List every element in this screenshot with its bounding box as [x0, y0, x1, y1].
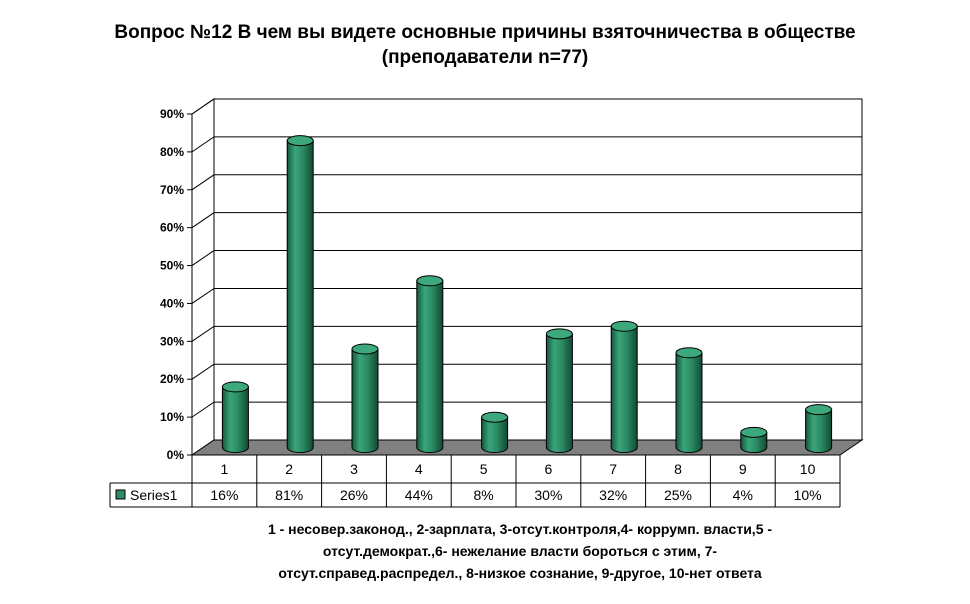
bar — [545, 328, 573, 453]
bar-body — [351, 348, 379, 453]
bar-top — [805, 404, 833, 416]
bar — [416, 275, 444, 453]
bar-body — [416, 280, 444, 453]
chart-title-line-1: Вопрос №12 В чем вы видете основные прич… — [114, 22, 856, 43]
x-tick-label: 10 — [800, 461, 816, 477]
bar — [221, 381, 249, 453]
y-tick-label: 60% — [160, 221, 184, 235]
footnote-line-1: 1 - несовер.законод., 2-зарплата, 3-отсу… — [267, 521, 773, 537]
y-tick-label: 30% — [160, 334, 184, 348]
bar-body — [545, 333, 573, 453]
gridline — [191, 212, 862, 229]
bar-top — [286, 135, 314, 147]
bar-body — [481, 416, 509, 453]
bar-body — [675, 352, 703, 453]
bar-body — [805, 409, 833, 453]
back-wall — [213, 98, 863, 441]
bar — [481, 411, 509, 453]
x-tick-label: 6 — [545, 461, 553, 477]
gridline — [191, 363, 862, 380]
bar — [740, 426, 768, 453]
bar-top — [351, 343, 379, 355]
x-tick-label: 1 — [221, 461, 229, 477]
gridline — [191, 325, 862, 342]
y-tick-label: 70% — [160, 183, 184, 197]
y-tick-label: 80% — [160, 145, 184, 159]
category-footnote: 1 - несовер.законод., 2-зарплата, 3-отсу… — [200, 518, 840, 584]
x-tick-label: 2 — [285, 461, 293, 477]
bar — [610, 320, 638, 453]
data-label: 81% — [275, 487, 303, 503]
bars — [221, 135, 833, 453]
legend-swatch — [115, 489, 126, 500]
gridline — [191, 136, 862, 153]
data-label: 44% — [405, 487, 433, 503]
data-label: 10% — [794, 487, 822, 503]
bar-body — [610, 325, 638, 453]
gridline — [191, 401, 862, 418]
x-tick-label: 9 — [739, 461, 747, 477]
plot-area: 0% 10% 20% 30% 40% 50% 60% 70% 80% 90% — [160, 98, 864, 462]
data-label: 4% — [733, 487, 753, 503]
bar-top — [675, 347, 703, 359]
data-label: 32% — [599, 487, 627, 503]
bar-top — [416, 275, 444, 287]
x-tick-label: 3 — [350, 461, 358, 477]
y-tick-label: 50% — [160, 259, 184, 273]
data-label: 25% — [664, 487, 692, 503]
bar-body — [221, 386, 249, 453]
footnote-line-2: отсут.демократ.,6- нежелание власти боро… — [322, 543, 718, 559]
bar-top — [740, 426, 768, 438]
bar-body — [286, 140, 314, 453]
side-wall — [191, 98, 215, 456]
y-tick-label: 90% — [160, 107, 184, 121]
x-tick-label: 8 — [674, 461, 682, 477]
bar-top — [610, 320, 638, 332]
y-tick-label: 40% — [160, 296, 184, 310]
gridline — [191, 250, 862, 266]
x-tick-label: 5 — [480, 461, 488, 477]
gridline — [191, 287, 862, 304]
y-tick-label: 0% — [167, 448, 185, 462]
bar-top — [545, 328, 573, 340]
x-tick-label: 4 — [415, 461, 423, 477]
legend-series-name: Series1 — [130, 487, 178, 503]
gridline — [191, 98, 862, 115]
bar — [286, 135, 314, 453]
bar-top — [221, 381, 249, 393]
bar-body — [740, 431, 768, 453]
gridline — [191, 174, 862, 191]
y-tick-label: 20% — [160, 372, 184, 386]
chart-title-line-2: (преподаватели n=77) — [381, 47, 589, 68]
x-tick-label: 7 — [609, 461, 617, 477]
y-tick-label: 10% — [160, 410, 184, 424]
data-label: 16% — [210, 487, 238, 503]
data-label: 8% — [473, 487, 493, 503]
chart-title: Вопрос №12 В чем вы видете основные прич… — [0, 20, 970, 70]
footnote-line-3: отсут.справед.распредел., 8-низкое созна… — [278, 565, 762, 581]
data-label: 30% — [534, 487, 562, 503]
bar — [675, 347, 703, 453]
data-table: Series1 1 16% 2 81% 3 26% 4 44% 5 8% 6 30% 7 32% 8 25% 9 4… — [109, 454, 841, 508]
data-label: 26% — [340, 487, 368, 503]
bar — [805, 404, 833, 453]
bar — [351, 343, 379, 453]
bar-top — [481, 411, 509, 423]
